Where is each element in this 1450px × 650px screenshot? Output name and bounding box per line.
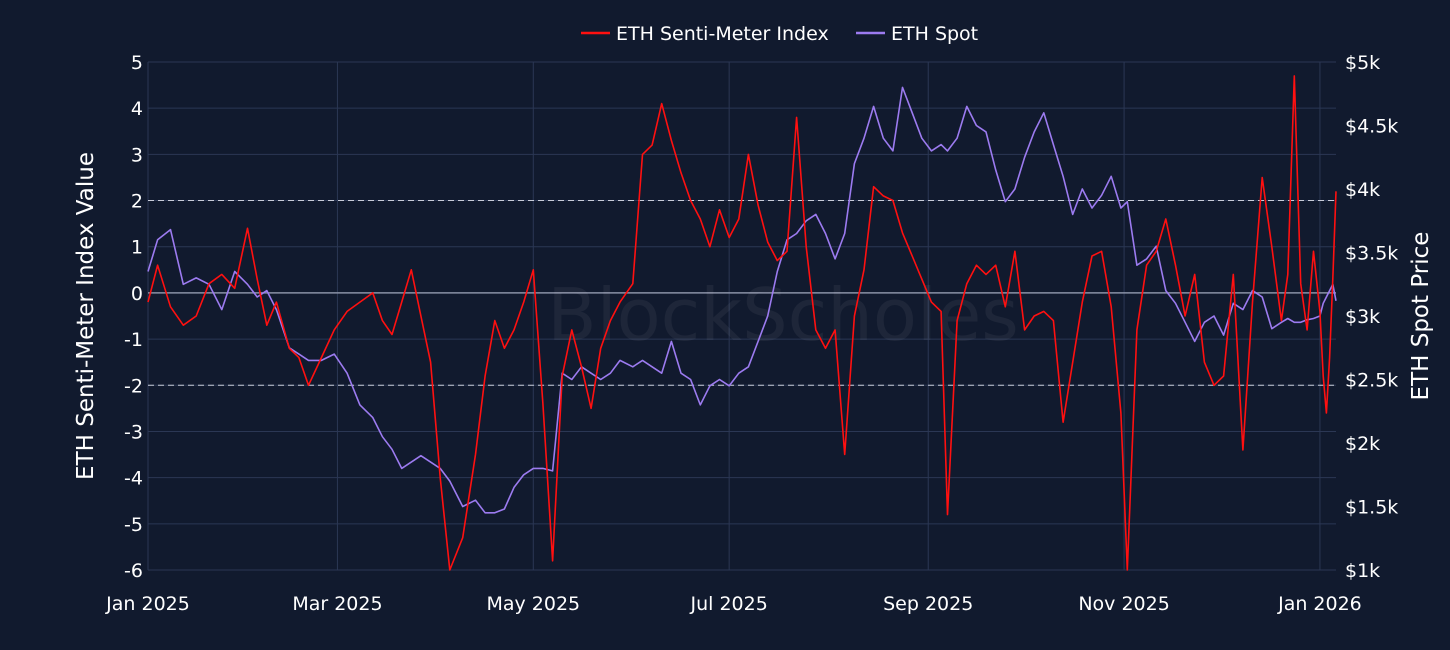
- left-y-tick-label: 2: [131, 191, 143, 213]
- left-y-tick-label: -4: [124, 468, 143, 490]
- left-y-tick-label: -3: [124, 421, 143, 443]
- right-y-tick-label: $2.5k: [1345, 370, 1398, 392]
- x-tick-label: Jan 2025: [105, 593, 190, 615]
- x-tick-label: Jan 2026: [1277, 593, 1362, 615]
- left-y-tick-label: 5: [131, 52, 143, 74]
- watermark: BlockScholes: [547, 273, 1019, 357]
- right-y-axis-title: ETH Spot Price: [1408, 232, 1434, 401]
- x-tick-label: May 2025: [486, 593, 580, 615]
- left-y-axis-ticks: 5 4 3 2 1 0 -1 -2 -3 -4 -5 -6: [124, 52, 143, 582]
- left-y-tick-label: -1: [124, 329, 143, 351]
- legend[interactable]: ETH Senti-Meter Index ETH Spot: [581, 23, 978, 45]
- legend-label-spot[interactable]: ETH Spot: [891, 23, 978, 45]
- left-y-tick-label: -6: [124, 560, 143, 582]
- x-tick-label: Nov 2025: [1078, 593, 1169, 615]
- right-y-tick-label: $1.5k: [1345, 497, 1398, 519]
- right-y-tick-label: $5k: [1345, 52, 1380, 74]
- right-y-tick-label: $2k: [1345, 433, 1380, 455]
- left-y-tick-label: 0: [131, 283, 143, 305]
- x-tick-label: Jul 2025: [689, 593, 767, 615]
- right-y-tick-label: $3k: [1345, 306, 1380, 328]
- left-y-tick-label: -2: [124, 375, 143, 397]
- x-tick-label: Sep 2025: [883, 593, 973, 615]
- legend-label-senti[interactable]: ETH Senti-Meter Index: [616, 23, 829, 45]
- x-tick-label: Mar 2025: [292, 593, 382, 615]
- senti-meter-index-line: [147, 75, 1337, 571]
- right-y-tick-label: $3.5k: [1345, 243, 1398, 265]
- right-y-tick-label: $4k: [1345, 179, 1380, 201]
- left-y-tick-label: 1: [131, 237, 143, 259]
- left-y-tick-label: -5: [124, 514, 143, 536]
- left-y-tick-label: 3: [131, 144, 143, 166]
- left-y-axis-title: ETH Senti-Meter Index Value: [73, 152, 99, 480]
- x-axis-ticks: Jan 2025 Mar 2025 May 2025 Jul 2025 Sep 2025…: [105, 593, 1362, 615]
- left-y-tick-label: 4: [131, 98, 143, 120]
- right-y-tick-label: $1k: [1345, 560, 1380, 582]
- right-y-axis-ticks: $5k $4.5k $4k $3.5k $3k $2.5k $2k $1.5k $1k: [1345, 52, 1398, 582]
- right-y-tick-label: $4.5k: [1345, 116, 1398, 138]
- series-layer: [147, 75, 1337, 571]
- eth-spot-line: [147, 86, 1337, 514]
